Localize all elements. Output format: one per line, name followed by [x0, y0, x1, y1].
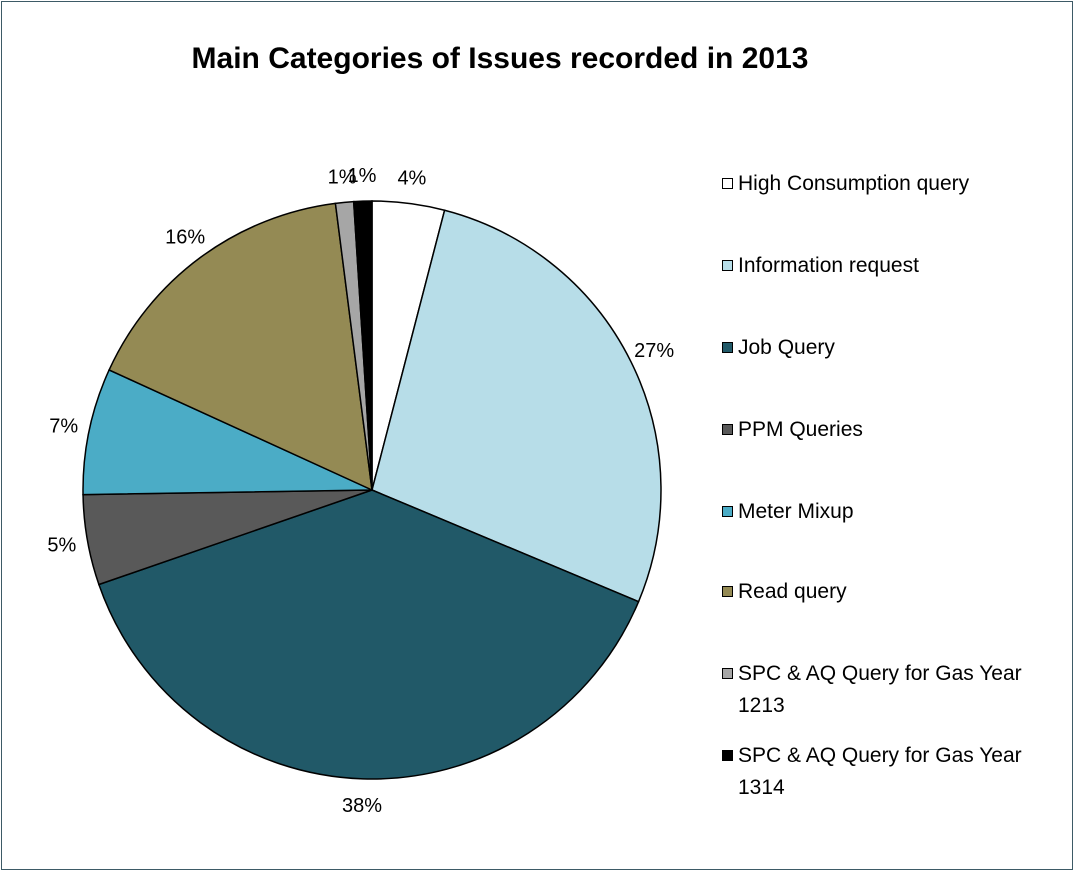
legend-label: Job Query [738, 336, 835, 359]
pie-label-ppm-queries: 5% [47, 535, 76, 557]
legend-swatch [722, 178, 733, 189]
pie-slice-meter-mixup [82, 368, 373, 496]
legend-item-spc-aq-query-for-gas-year-1314: SPC & AQ Query for Gas Year 1314 [722, 740, 1058, 804]
legend-swatch [722, 668, 733, 679]
legend-label: High Consumption query [738, 172, 970, 195]
pie-label-high-consumption-query: 4% [397, 168, 426, 190]
legend-swatch [722, 750, 733, 761]
pie-label-meter-mixup: 7% [49, 416, 78, 438]
legend-swatch [722, 424, 733, 435]
legend-swatch [722, 506, 733, 517]
legend-label: PPM Queries [738, 418, 863, 441]
legend-item-meter-mixup: Meter Mixup [722, 496, 1058, 528]
chart-title: Main Categories of Issues recorded in 20… [191, 42, 809, 75]
legend-item-high-consumption-query: High Consumption query [722, 168, 1058, 200]
legend-label: Information request [738, 254, 919, 277]
legend-item-read-query: Read query [722, 576, 1058, 608]
pie-label-job-query: 38% [342, 795, 382, 817]
pie-label-spc-aq-query-for-gas-year-1213: 1% [328, 166, 357, 188]
legend-swatch [722, 260, 733, 271]
legend-item-ppm-queries: PPM Queries [722, 414, 1058, 446]
legend-label: Meter Mixup [738, 500, 854, 523]
legend-label: SPC & AQ Query for Gas Year 1213 [738, 662, 1022, 717]
pie-slices [82, 200, 662, 780]
legend-item-job-query: Job Query [722, 332, 1058, 364]
pie-slice-job-query [97, 489, 640, 780]
pie-slice-information-request [371, 209, 662, 603]
legend-item-information-request: Information request [722, 250, 1058, 282]
pie-label-spc-aq-query-for-gas-year-1314: 1% [348, 165, 377, 187]
legend-swatch [722, 342, 733, 353]
legend-item-spc-aq-query-for-gas-year-1213: SPC & AQ Query for Gas Year 1213 [722, 658, 1058, 722]
legend-label: Read query [738, 580, 847, 603]
pie-label-read-query: 16% [165, 226, 205, 248]
pie-labels: 4% 27% 38% 5% 7% 16% 1%1% [47, 165, 674, 817]
pie-slice-spc-aq-query-for-gas-year-1314 [352, 200, 373, 491]
legend-label: SPC & AQ Query for Gas Year 1314 [738, 744, 1022, 799]
legend-swatch [722, 586, 733, 597]
pie-slice-read-query [108, 202, 373, 492]
pie-label-information-request: 27% [634, 340, 674, 362]
